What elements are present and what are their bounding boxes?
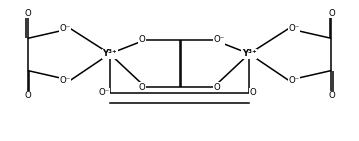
Text: O: O <box>139 83 145 92</box>
Text: O: O <box>24 91 31 100</box>
Text: O: O <box>214 83 220 92</box>
Text: O: O <box>328 9 335 18</box>
Text: O⁻: O⁻ <box>98 88 110 97</box>
Text: O⁻: O⁻ <box>289 76 300 85</box>
Text: O⁻: O⁻ <box>59 76 70 85</box>
Text: O⁻: O⁻ <box>214 35 225 44</box>
Text: O⁻: O⁻ <box>289 24 300 33</box>
Text: Y³⁺: Y³⁺ <box>242 49 257 58</box>
Text: O: O <box>24 9 31 18</box>
Text: O: O <box>328 91 335 100</box>
Text: O: O <box>249 88 256 97</box>
Text: O: O <box>139 35 145 44</box>
Text: Y³⁺: Y³⁺ <box>102 49 117 58</box>
Text: O⁻: O⁻ <box>59 24 70 33</box>
